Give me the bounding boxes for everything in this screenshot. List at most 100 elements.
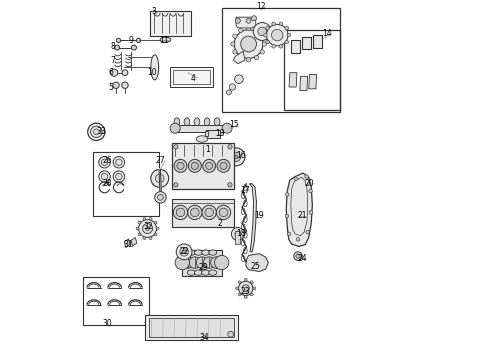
Circle shape <box>272 22 275 26</box>
Circle shape <box>286 193 289 196</box>
Circle shape <box>250 281 253 284</box>
Text: 26: 26 <box>102 156 112 165</box>
Polygon shape <box>236 17 256 28</box>
Text: 17: 17 <box>240 186 250 195</box>
Text: 16: 16 <box>237 150 246 159</box>
Circle shape <box>174 159 187 172</box>
Text: 15: 15 <box>229 120 239 129</box>
Ellipse shape <box>214 118 220 126</box>
Circle shape <box>254 28 259 32</box>
Circle shape <box>131 45 136 50</box>
Ellipse shape <box>195 270 202 275</box>
Text: 34: 34 <box>199 333 209 342</box>
Circle shape <box>116 159 122 166</box>
Circle shape <box>235 75 243 84</box>
Circle shape <box>250 293 253 296</box>
Bar <box>172 125 227 132</box>
Circle shape <box>122 82 128 89</box>
Text: 13: 13 <box>215 129 225 138</box>
Bar <box>291 40 300 53</box>
Circle shape <box>101 159 108 166</box>
Circle shape <box>113 171 124 182</box>
Circle shape <box>220 162 227 170</box>
Circle shape <box>245 296 247 298</box>
Circle shape <box>239 28 243 32</box>
Circle shape <box>309 189 312 193</box>
Bar <box>182 250 221 276</box>
Circle shape <box>231 152 241 162</box>
Text: 23: 23 <box>240 287 250 296</box>
Circle shape <box>138 221 141 224</box>
Ellipse shape <box>202 250 210 255</box>
Bar <box>172 70 210 84</box>
Circle shape <box>173 205 188 220</box>
Circle shape <box>111 69 118 76</box>
Circle shape <box>233 50 237 54</box>
Circle shape <box>154 233 157 236</box>
Ellipse shape <box>196 136 208 142</box>
Circle shape <box>260 34 265 38</box>
Circle shape <box>306 230 310 234</box>
Text: 28: 28 <box>102 179 112 188</box>
Circle shape <box>279 22 283 26</box>
Circle shape <box>234 155 238 159</box>
Text: 3: 3 <box>151 6 156 15</box>
Circle shape <box>260 50 265 54</box>
Circle shape <box>242 285 249 292</box>
Bar <box>172 199 234 228</box>
Text: 27: 27 <box>156 156 166 165</box>
Circle shape <box>182 257 194 268</box>
Circle shape <box>191 162 198 170</box>
Circle shape <box>294 177 297 180</box>
Circle shape <box>272 45 275 48</box>
Circle shape <box>203 257 215 268</box>
Text: 33: 33 <box>97 127 106 136</box>
Circle shape <box>229 84 236 90</box>
Text: 7: 7 <box>110 56 115 65</box>
Text: 4: 4 <box>191 73 196 82</box>
Polygon shape <box>234 51 245 64</box>
Bar <box>235 231 240 244</box>
Ellipse shape <box>184 118 190 126</box>
Circle shape <box>217 205 231 220</box>
Circle shape <box>202 205 217 220</box>
Circle shape <box>115 45 120 50</box>
Text: 10: 10 <box>147 68 157 77</box>
Circle shape <box>296 254 300 258</box>
Circle shape <box>99 171 110 182</box>
Circle shape <box>266 40 270 44</box>
Text: 25: 25 <box>251 262 261 271</box>
Circle shape <box>234 30 263 58</box>
Circle shape <box>245 278 247 281</box>
Circle shape <box>154 221 157 224</box>
Circle shape <box>189 257 200 268</box>
Circle shape <box>231 42 235 46</box>
Circle shape <box>217 159 230 172</box>
Circle shape <box>235 231 241 237</box>
Bar <box>302 37 311 49</box>
Circle shape <box>91 126 102 138</box>
Circle shape <box>228 331 234 337</box>
Text: 21: 21 <box>297 211 307 220</box>
Ellipse shape <box>187 250 195 255</box>
Circle shape <box>262 42 267 46</box>
Circle shape <box>239 281 253 296</box>
Ellipse shape <box>204 118 210 126</box>
Circle shape <box>155 174 164 183</box>
Circle shape <box>139 220 156 238</box>
Ellipse shape <box>194 118 200 126</box>
Circle shape <box>285 214 289 218</box>
Circle shape <box>246 58 251 62</box>
Circle shape <box>239 55 243 60</box>
Circle shape <box>176 208 185 217</box>
Circle shape <box>236 287 239 290</box>
Ellipse shape <box>209 250 217 255</box>
Text: 18: 18 <box>237 229 246 238</box>
Circle shape <box>287 33 291 37</box>
Circle shape <box>294 252 302 260</box>
Circle shape <box>182 250 186 253</box>
Circle shape <box>122 70 128 76</box>
Bar <box>206 130 220 138</box>
Circle shape <box>203 159 216 172</box>
Text: 1: 1 <box>205 145 210 154</box>
